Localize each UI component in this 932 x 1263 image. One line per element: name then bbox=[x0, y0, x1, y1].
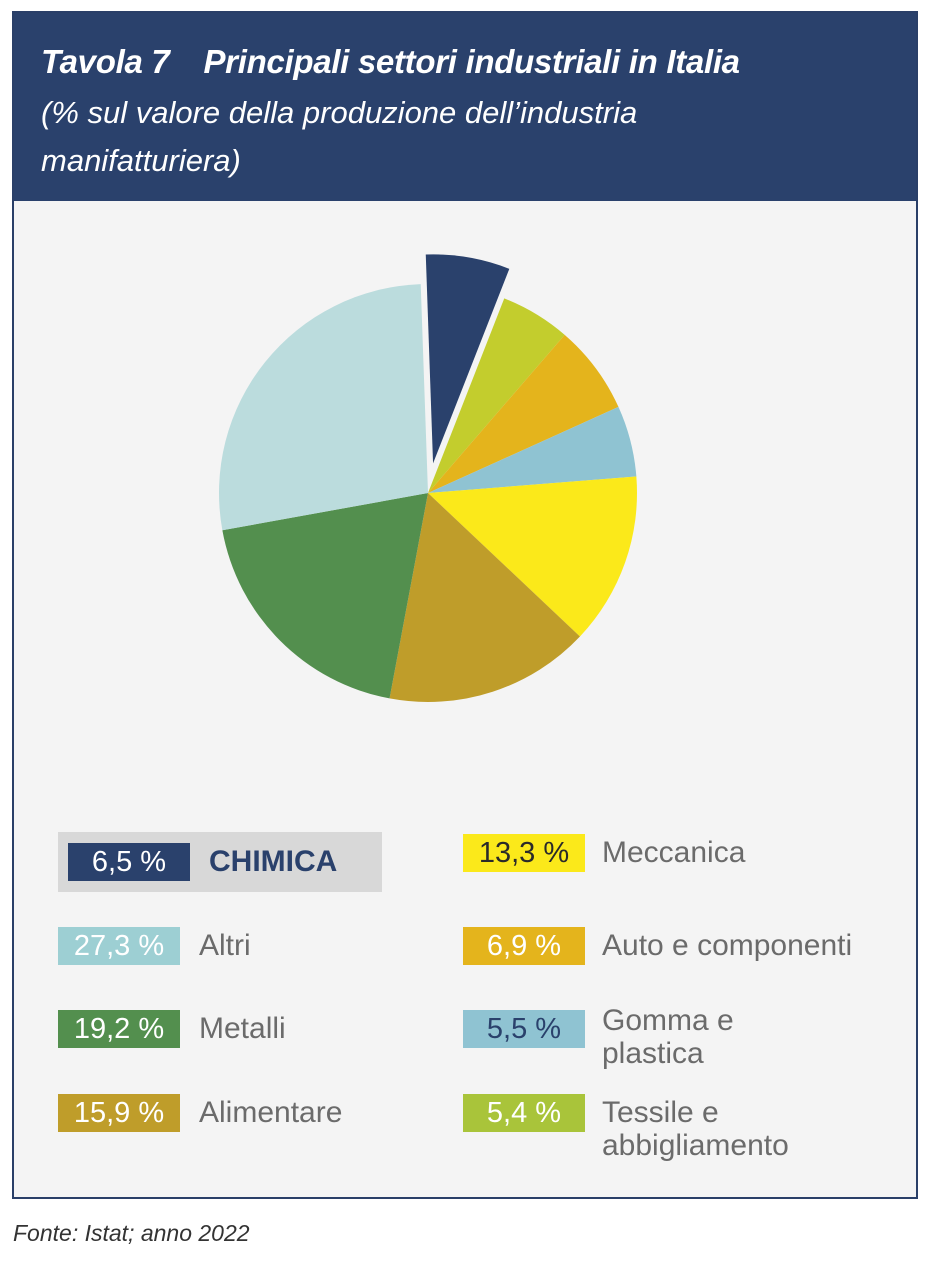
title-text: Principali settori industriali in Italia bbox=[203, 43, 740, 80]
legend-label-tessile-line1: Tessile e bbox=[602, 1096, 719, 1129]
legend-label-alimentare: Alimentare bbox=[199, 1096, 343, 1129]
pie-slice-tessile-e-abbigliamento bbox=[428, 298, 565, 493]
pie-slice-gomma-e-plastica bbox=[428, 406, 637, 493]
source-note: Fonte: Istat; anno 2022 bbox=[13, 1220, 250, 1246]
legend-label-gomma: Gomma e plastica bbox=[602, 1004, 734, 1070]
legend-label-metalli: Metalli bbox=[199, 1012, 286, 1045]
legend-swatch-auto: 6,9 % bbox=[463, 927, 585, 965]
chart-subtitle: (% sul valore della produzione dell’indu… bbox=[41, 95, 638, 178]
chart-title: Tavola 7 Principali settori industriali i… bbox=[41, 43, 740, 81]
legend-swatch-metalli: 19,2 % bbox=[58, 1010, 180, 1048]
legend-label-auto: Auto e componenti bbox=[602, 929, 853, 962]
pie-slice-altri bbox=[219, 284, 428, 531]
pie-slice-chimica bbox=[425, 254, 510, 464]
legend-swatch-altri: 27,3 % bbox=[58, 927, 180, 965]
pie-slice-alimentare bbox=[389, 493, 580, 702]
legend-swatch-alimentare: 15,9 % bbox=[58, 1094, 180, 1132]
pie-slice-auto-e-componenti bbox=[428, 334, 619, 493]
table-number: Tavola 7 bbox=[41, 43, 170, 80]
legend-label-gomma-line2: plastica bbox=[602, 1037, 704, 1070]
legend-label-chimica: CHIMICA bbox=[209, 845, 338, 878]
legend-swatch-meccanica: 13,3 % bbox=[463, 834, 585, 872]
pie-slice-meccanica bbox=[428, 476, 637, 637]
legend-label-gomma-line1: Gomma e bbox=[602, 1004, 734, 1037]
pie-slices bbox=[219, 254, 637, 702]
legend-label-meccanica: Meccanica bbox=[602, 836, 746, 869]
legend-swatch-gomma: 5,5 % bbox=[463, 1010, 585, 1048]
chart-frame: Tavola 7 Principali settori industriali i… bbox=[12, 11, 918, 1199]
chart-header: Tavola 7 Principali settori industriali i… bbox=[14, 13, 916, 201]
legend-swatch-tessile: 5,4 % bbox=[463, 1094, 585, 1132]
legend-label-tessile: Tessile e abbigliamento bbox=[602, 1096, 789, 1162]
pie-slice-metalli bbox=[222, 493, 428, 699]
legend-label-altri: Altri bbox=[199, 929, 251, 962]
legend-swatch-chimica: 6,5 % bbox=[68, 843, 190, 881]
legend-label-tessile-line2: abbigliamento bbox=[602, 1129, 789, 1162]
pie-chart bbox=[219, 254, 637, 702]
